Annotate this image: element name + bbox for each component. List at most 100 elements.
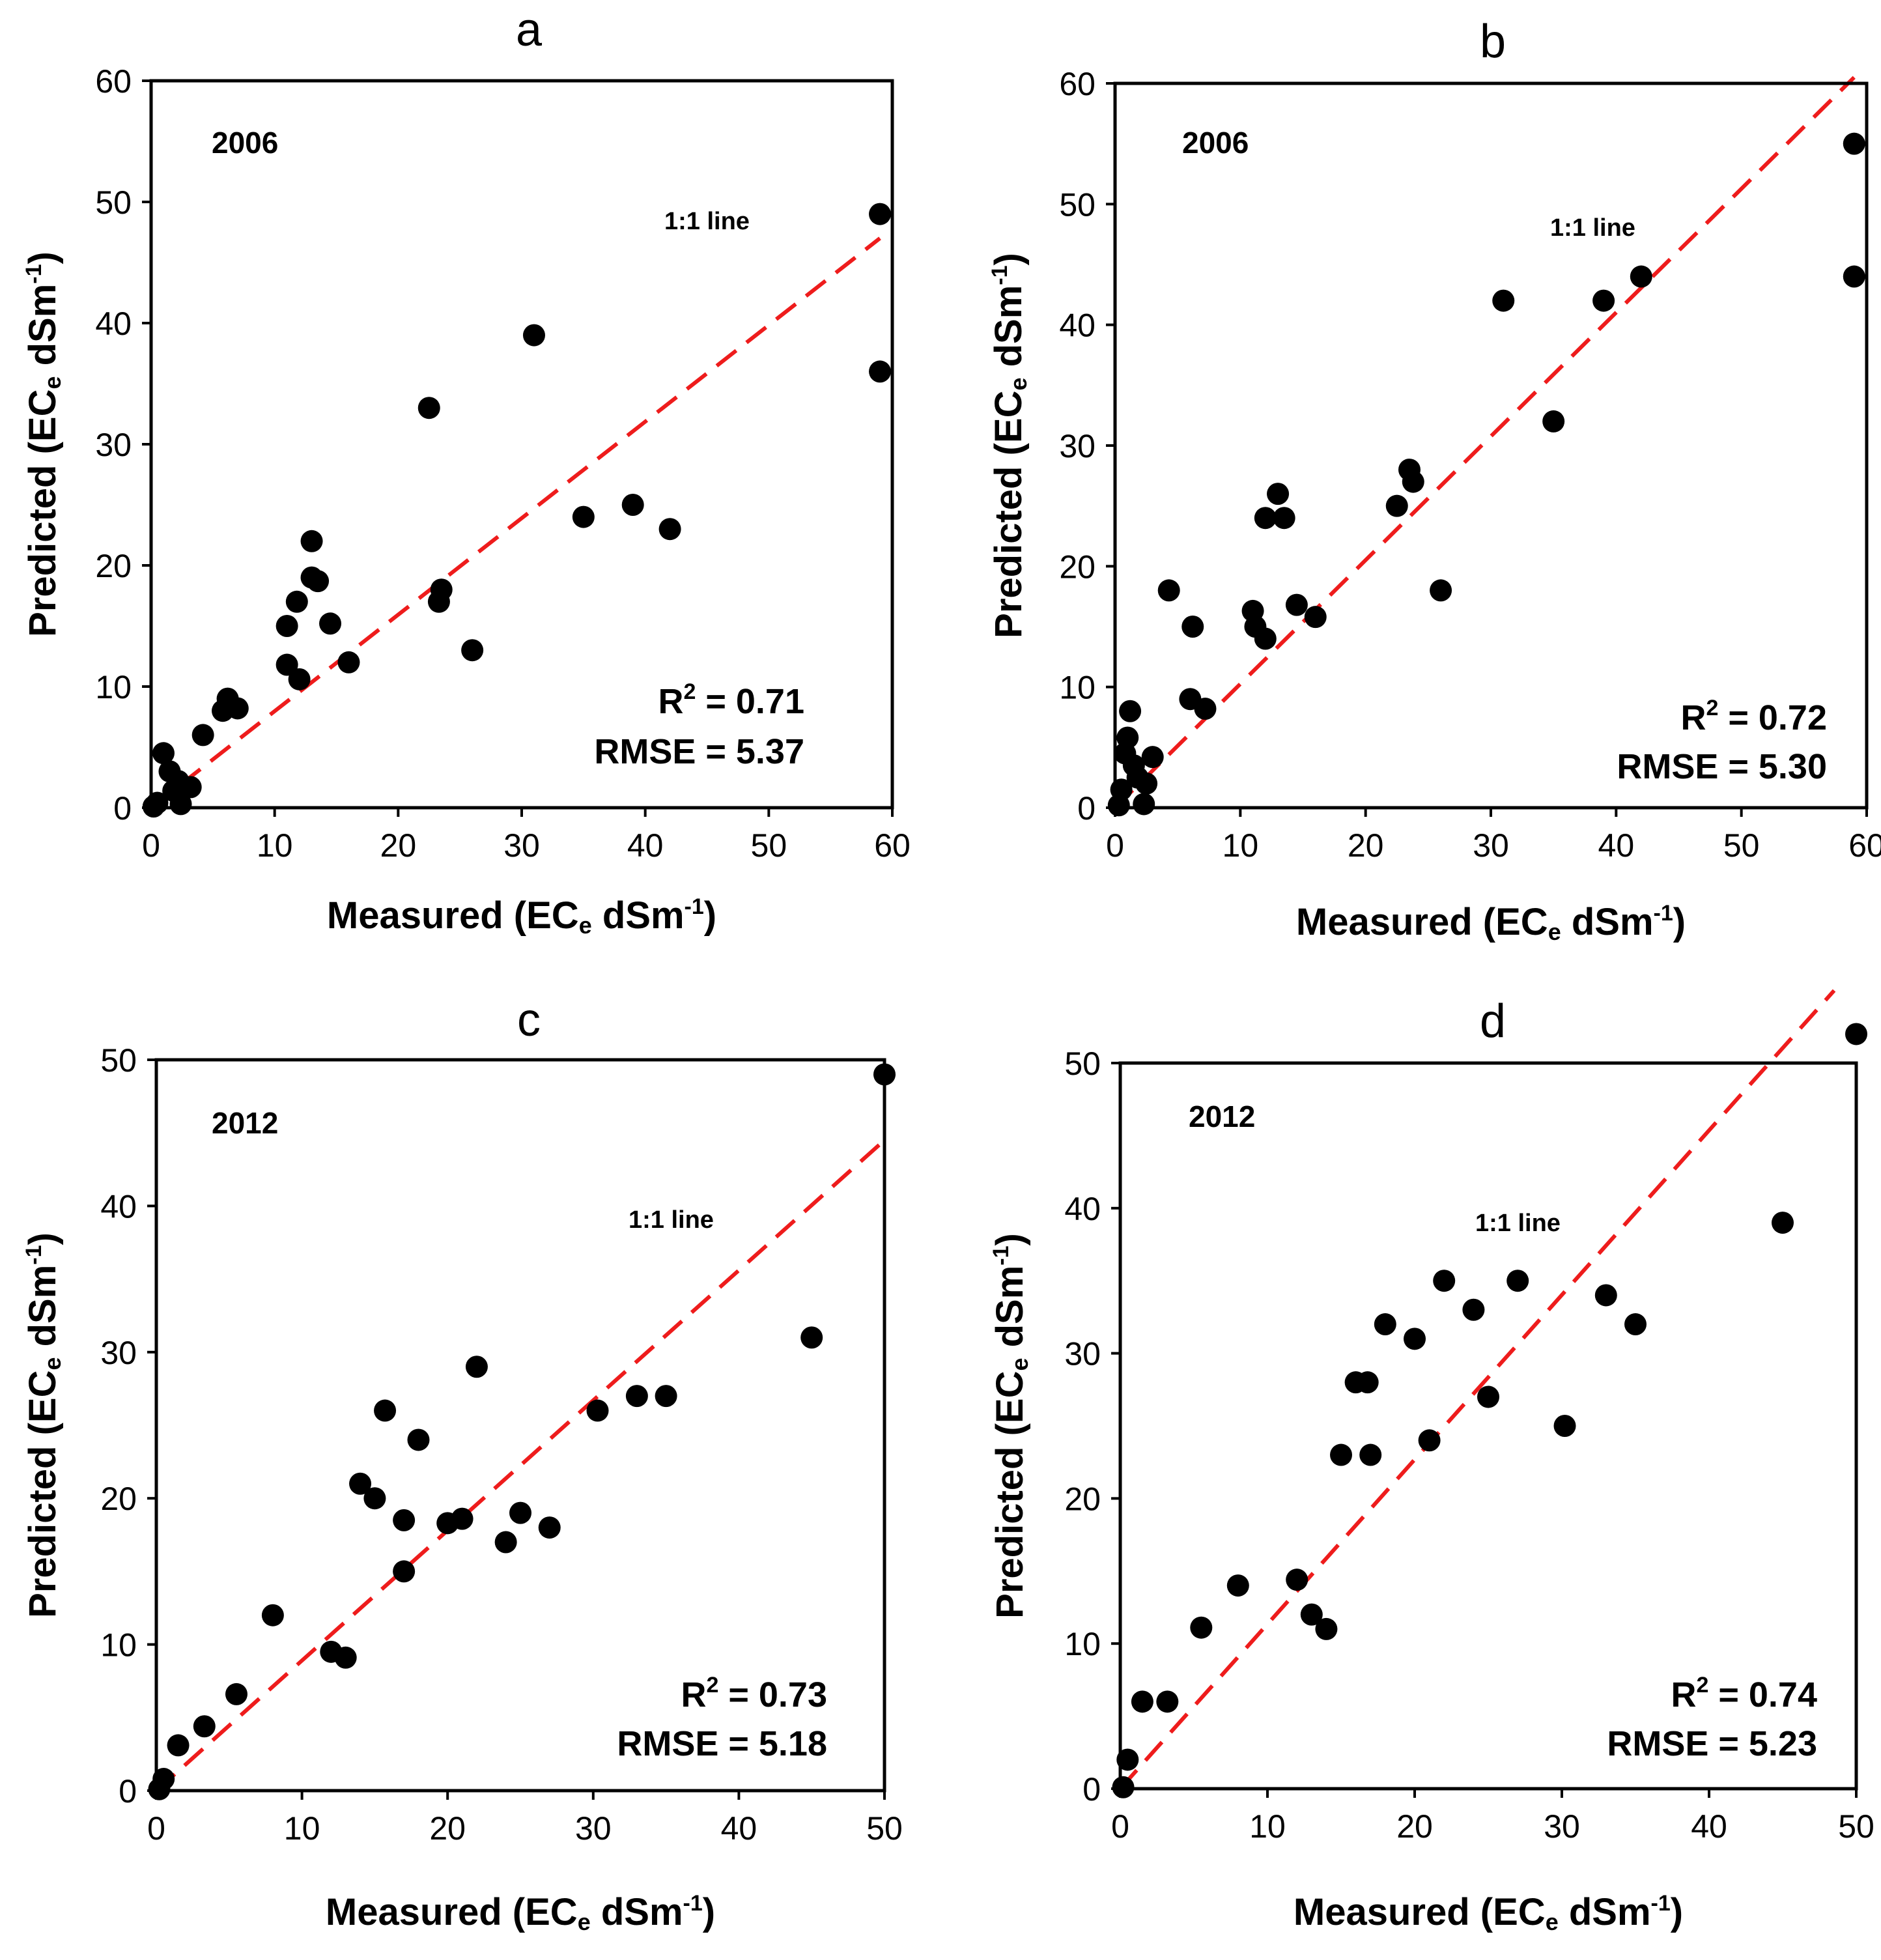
x-axis-title: Measured (ECe dSm-1) xyxy=(1294,1891,1683,1935)
y-axis-title-part: dSm xyxy=(21,284,64,376)
data-point xyxy=(572,505,595,528)
data-point xyxy=(363,1487,386,1510)
x-tick-label: 0 xyxy=(1111,1808,1129,1845)
y-axis-title-part: Predicted (EC xyxy=(987,391,1030,638)
data-point xyxy=(167,1734,190,1757)
data-point xyxy=(538,1516,561,1539)
r-squared-prefix: R xyxy=(1680,698,1706,737)
data-point xyxy=(1300,1603,1323,1626)
data-point xyxy=(1592,289,1615,312)
x-axis-title: Measured (ECe dSm-1) xyxy=(1296,901,1686,945)
x-axis-title-superscript: -1 xyxy=(685,894,704,919)
data-point xyxy=(1315,1617,1338,1640)
x-tick-label: 30 xyxy=(1544,1808,1580,1845)
data-point xyxy=(1131,1690,1153,1713)
x-tick-label: 20 xyxy=(380,827,417,864)
r-squared-label: R2 = 0.71 xyxy=(658,679,804,721)
x-tick-label: 20 xyxy=(429,1810,466,1847)
data-point xyxy=(1404,1328,1426,1350)
x-tick-label: 40 xyxy=(1598,827,1635,864)
data-point xyxy=(417,397,440,419)
y-tick-label: 20 xyxy=(100,1481,137,1517)
x-axis-title-subscript: e xyxy=(578,1909,591,1935)
y-tick-label: 0 xyxy=(1077,790,1096,827)
data-point xyxy=(1133,793,1155,816)
data-point xyxy=(1492,289,1515,312)
panel-letter: d xyxy=(1480,995,1506,1047)
y-axis-title-subscript: e xyxy=(39,376,66,390)
data-point xyxy=(1843,265,1865,288)
data-point xyxy=(1418,1429,1441,1452)
data-point xyxy=(465,1356,488,1378)
data-point xyxy=(451,1507,474,1530)
data-point xyxy=(1157,579,1180,602)
data-point xyxy=(276,653,298,676)
year-label: 2012 xyxy=(212,1106,278,1140)
data-point xyxy=(1254,627,1277,650)
line-label: 1:1 line xyxy=(1550,214,1635,242)
y-tick-label: 40 xyxy=(1059,307,1096,344)
y-tick-label: 0 xyxy=(113,790,132,827)
data-point xyxy=(1194,698,1217,720)
x-tick-label: 30 xyxy=(575,1810,612,1847)
data-point xyxy=(285,590,308,613)
y-axis-title-subscript: e xyxy=(1005,378,1032,391)
r-squared-superscript: 2 xyxy=(1696,1673,1708,1697)
y-axis-title-superscript: -1 xyxy=(987,265,1012,285)
one-to-one-line xyxy=(155,1139,886,1793)
data-point xyxy=(869,360,892,383)
year-label: 2012 xyxy=(1189,1100,1255,1133)
plot-frame xyxy=(154,1058,886,1793)
data-point xyxy=(193,1715,216,1738)
y-tick-label: 10 xyxy=(100,1627,137,1664)
data-point xyxy=(586,1399,609,1422)
x-tick-label: 40 xyxy=(627,827,664,864)
y-axis-title-part: ) xyxy=(989,1233,1031,1245)
data-point xyxy=(1135,772,1158,795)
line-label: 1:1 line xyxy=(629,1206,714,1234)
data-point xyxy=(1506,1270,1529,1292)
data-point xyxy=(1402,470,1424,493)
data-point xyxy=(1156,1690,1179,1713)
x-tick-label: 10 xyxy=(257,827,293,864)
x-tick-label: 20 xyxy=(1396,1808,1433,1845)
data-point xyxy=(1630,265,1652,288)
rmse-label: RMSE = 5.23 xyxy=(1607,1724,1817,1763)
data-point xyxy=(1843,132,1865,155)
data-point xyxy=(1226,1574,1249,1597)
data-point xyxy=(625,1385,648,1408)
y-tick-label: 0 xyxy=(119,1773,137,1810)
data-point xyxy=(179,776,202,799)
data-point xyxy=(261,1604,284,1626)
y-tick-label: 20 xyxy=(95,548,132,584)
x-tick-label: 60 xyxy=(874,827,911,864)
data-point xyxy=(1462,1298,1485,1321)
r-squared-prefix: R xyxy=(681,1675,706,1714)
data-point xyxy=(1107,794,1130,817)
y-axis-title-subscript: e xyxy=(39,1357,66,1371)
rmse-label: RMSE = 5.30 xyxy=(1617,747,1827,786)
y-axis-title-part: ) xyxy=(21,251,64,264)
data-point xyxy=(288,668,311,690)
y-tick-label: 0 xyxy=(1082,1771,1101,1808)
y-axis-title-part: dSm xyxy=(989,1266,1031,1358)
data-point xyxy=(1356,1371,1379,1394)
data-point xyxy=(1624,1313,1647,1336)
y-axis-title-part: dSm xyxy=(21,1265,64,1357)
x-axis-title-part: Measured (EC xyxy=(1294,1891,1546,1933)
data-point xyxy=(349,1472,372,1495)
data-point xyxy=(1116,1748,1139,1771)
r-squared-label: R2 = 0.74 xyxy=(1671,1673,1817,1714)
x-axis-title-superscript: -1 xyxy=(1651,1891,1671,1916)
x-tick-label: 30 xyxy=(503,827,540,864)
y-tick-label: 10 xyxy=(1064,1626,1101,1662)
y-tick-label: 10 xyxy=(95,669,132,705)
data-point xyxy=(407,1428,430,1451)
data-point xyxy=(800,1326,823,1349)
data-point xyxy=(1542,410,1565,433)
x-tick-label: 0 xyxy=(147,1810,165,1847)
y-tick-label: 50 xyxy=(1064,1045,1101,1082)
r-squared-value: = 0.72 xyxy=(1718,698,1827,737)
x-axis-title-part: ) xyxy=(1673,901,1686,943)
